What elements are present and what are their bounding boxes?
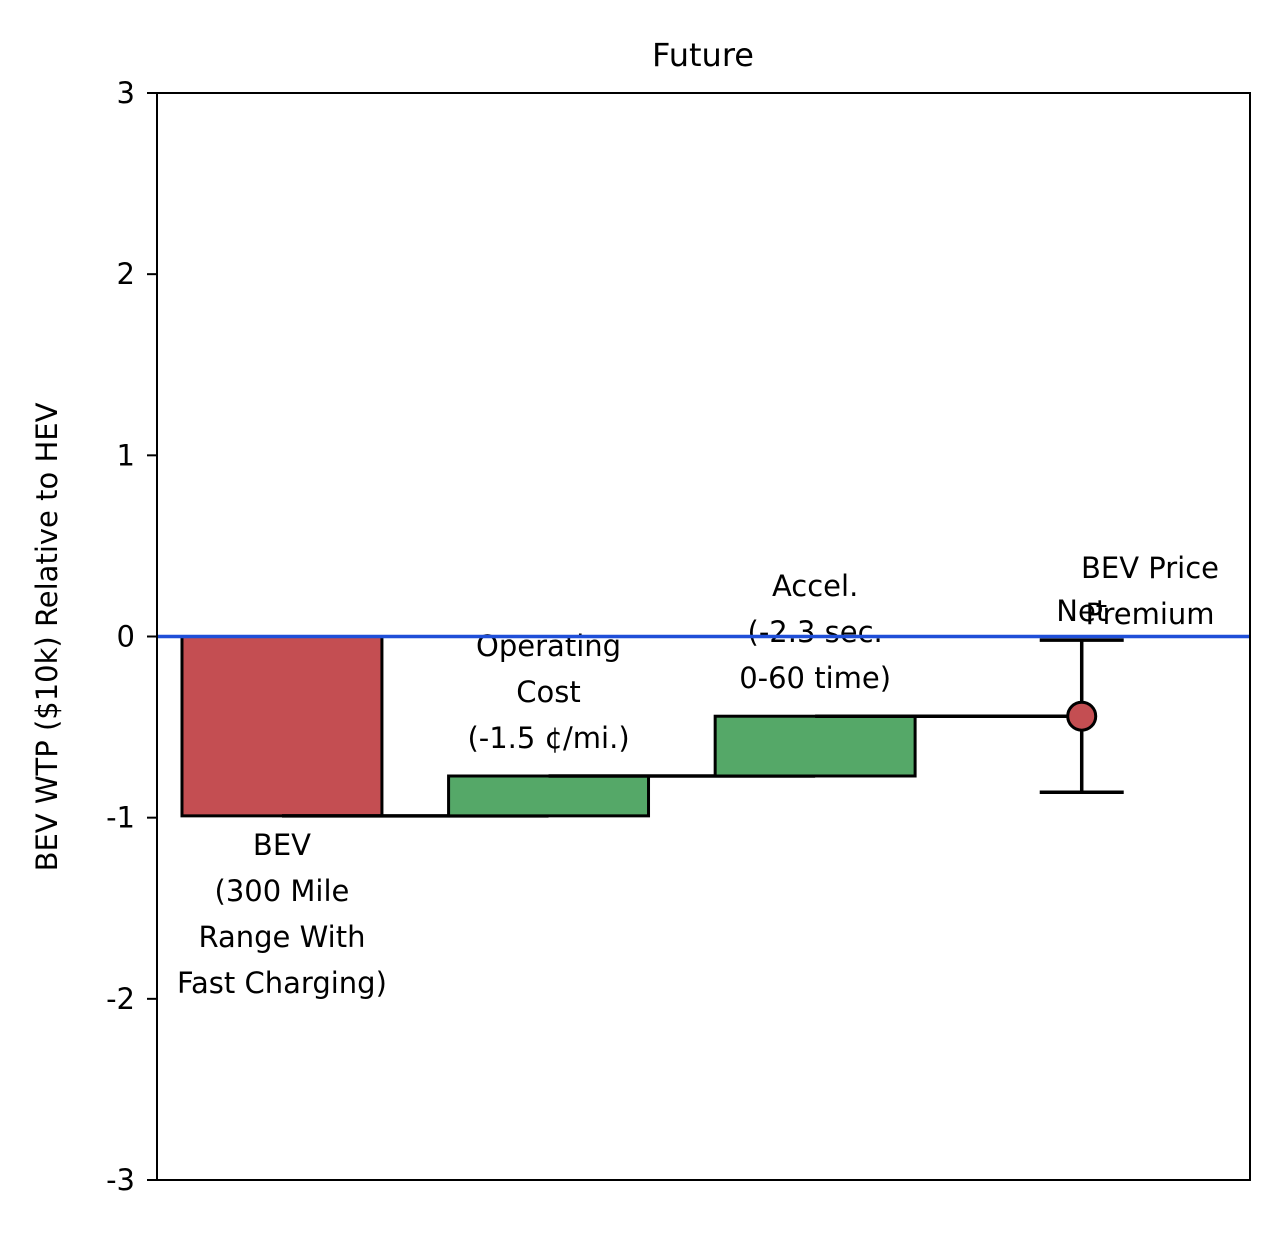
bar-label-line: Cost xyxy=(516,675,580,709)
y-tick-label: -3 xyxy=(106,1163,135,1197)
bar-label: Accel. (-2.3 sec. 0-60 time) xyxy=(739,569,891,695)
bar-label-line: Range With xyxy=(198,920,365,954)
bar-label-line: 0-60 time) xyxy=(739,661,891,695)
price-premium-label-line: BEV Price xyxy=(1081,551,1219,585)
y-tick-label: 2 xyxy=(117,257,135,291)
plot-frame xyxy=(156,92,1251,1181)
y-tick-label: 0 xyxy=(117,620,135,654)
y-tick-label: -2 xyxy=(106,982,135,1016)
net-label: Net xyxy=(1056,594,1107,628)
y-axis-label: BEV WTP ($10k) Relative to HEV xyxy=(30,402,64,871)
net-point xyxy=(1066,700,1098,732)
bar-label-line: BEV xyxy=(253,828,311,862)
y-tick-label: 3 xyxy=(117,76,135,110)
waterfall-bar xyxy=(713,714,917,778)
bar-label: BEV (300 Mile Range With Fast Charging) xyxy=(177,828,387,1000)
price-premium-label: BEV Price Premium xyxy=(1081,551,1219,631)
bar-label-line: (300 Mile xyxy=(215,874,350,908)
bar-label: Operating Cost (-1.5 ¢/mi.) xyxy=(467,629,629,755)
waterfall-bar xyxy=(447,774,651,818)
y-tick-label: 1 xyxy=(117,438,135,472)
plot-area: -3 -2 -1 0 1 2 3 BEV (300 Mile Range With Fast Cha… xyxy=(106,76,1251,1197)
bar-label-line: Fast Charging) xyxy=(177,966,387,1000)
y-tick-label: -1 xyxy=(106,801,135,835)
chart-title: Future xyxy=(652,36,754,74)
bar-label-line: Operating xyxy=(476,629,621,663)
bar-label-line: (-1.5 ¢/mi.) xyxy=(467,721,629,755)
bar-label-line: (-2.3 sec. xyxy=(748,615,883,649)
price-premium-label-line: Premium xyxy=(1085,597,1214,631)
waterfall-bar xyxy=(180,635,384,818)
bar-label-line: Accel. xyxy=(772,569,858,603)
